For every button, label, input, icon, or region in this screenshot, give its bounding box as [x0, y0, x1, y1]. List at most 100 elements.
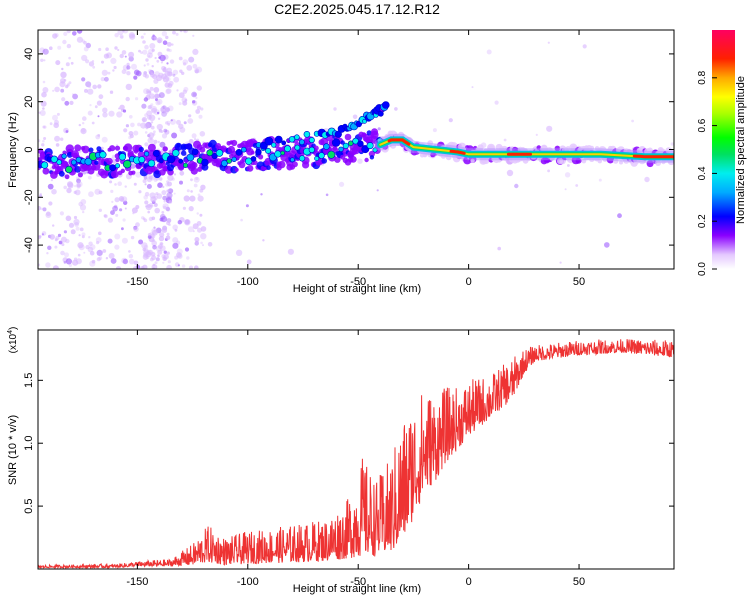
spectrogram-band — [234, 167, 239, 172]
spectrogram-speckle — [121, 69, 127, 75]
spectrogram-speckle — [160, 130, 164, 134]
spectrogram-xtick-label: -150 — [126, 276, 148, 288]
spectrogram-speckle — [110, 258, 117, 264]
spectrogram-speckle — [135, 70, 142, 77]
spectrogram-speckle — [598, 178, 602, 182]
spectrogram-speckle — [85, 81, 92, 88]
spectrogram-speckle — [112, 205, 118, 212]
spectrogram-speckle — [88, 241, 93, 246]
spectrogram-speckle — [41, 143, 45, 147]
spectrogram-speckle — [125, 96, 130, 102]
spectrogram-speckle — [192, 63, 198, 69]
spectrogram-speckle — [104, 214, 108, 219]
spectrogram-speckle — [165, 206, 170, 212]
spectrogram-speckle — [39, 192, 42, 196]
spectrogram-speckle — [163, 205, 167, 209]
spectrogram-speckle — [40, 100, 47, 107]
spectrogram-speckle — [97, 115, 100, 118]
spectrogram-speckle — [78, 234, 81, 237]
spectrogram-speckle — [147, 235, 152, 239]
spectrogram-band — [178, 164, 185, 171]
spectrogram-xtick-label: -100 — [237, 276, 259, 288]
spectrogram-band — [138, 146, 144, 152]
spectrogram-speckle — [142, 40, 146, 44]
spectrogram-speckle — [165, 235, 171, 241]
spectrogram-speckle — [165, 88, 171, 95]
spectrogram-speckle — [155, 192, 159, 196]
spectrogram-speckle — [245, 204, 249, 208]
spectrogram-speckle — [157, 182, 163, 188]
spectrogram-speckle — [189, 265, 193, 269]
spectrogram-speckle — [60, 88, 65, 93]
spectrogram-speckle — [155, 257, 160, 262]
spectrogram-speckle — [128, 254, 134, 259]
spectrogram-speckle — [152, 245, 157, 250]
snr-xtick-label: -150 — [126, 576, 148, 588]
spectrogram-speckle — [98, 208, 103, 212]
spectrogram-speckle — [46, 211, 51, 216]
spectrogram-band — [370, 128, 379, 136]
spectrogram-speckle — [182, 89, 188, 94]
spectrogram-speckle — [160, 213, 166, 220]
spectrogram-blob — [84, 157, 93, 166]
spectrogram-speckle — [143, 32, 146, 36]
spectrogram-branch-blob — [264, 136, 274, 146]
spectrogram-blob — [65, 165, 73, 174]
spectrogram-speckle — [107, 238, 113, 244]
spectrogram-speckle — [146, 204, 151, 208]
spectrogram-speckle — [50, 179, 54, 182]
spectrogram-speckle — [182, 100, 188, 106]
snr-xlabel: Height of straight line (km) — [293, 583, 421, 595]
spectrogram-speckle — [670, 142, 674, 146]
spectrogram-blob — [331, 138, 341, 147]
spectrogram-speckle — [138, 190, 142, 194]
spectrogram-speckle — [166, 180, 170, 184]
spectrogram-speckle — [192, 34, 195, 37]
spectrogram-speckle — [140, 35, 144, 39]
spectrogram-band — [131, 170, 136, 175]
spectrogram-speckle — [170, 119, 173, 122]
spectrogram-speckle — [179, 180, 183, 185]
spectrogram-speckle — [68, 81, 72, 85]
spectrogram-blob — [338, 146, 344, 153]
spectrogram-speckle — [644, 176, 650, 183]
spectrogram-speckle — [197, 193, 201, 197]
spectrogram-blob — [172, 149, 180, 157]
spectrogram-speckle — [325, 193, 329, 197]
spectrogram-speckle — [151, 48, 155, 52]
spectrogram-speckle — [65, 130, 69, 133]
spectrogram-speckle — [161, 108, 167, 114]
spectrogram-speckle — [564, 188, 567, 191]
spectrogram-branch-blob — [303, 131, 311, 138]
spectrogram-speckle — [128, 250, 131, 253]
spectrogram-speckle — [102, 249, 107, 253]
spectrogram-speckle — [130, 235, 135, 240]
spectrogram-blob — [274, 150, 282, 158]
spectrogram-speckle — [146, 62, 150, 66]
spectrogram-speckle — [182, 59, 189, 65]
spectrogram-xtick-label: 50 — [573, 276, 585, 288]
spectrogram-speckle — [38, 111, 41, 114]
spectrogram-blob — [255, 149, 262, 156]
spectrogram-band — [231, 139, 238, 147]
spectrogram-speckle — [352, 114, 358, 120]
spectrogram-speckle — [82, 116, 87, 121]
spectrogram-speckle — [194, 240, 200, 245]
spectrogram-speckle — [132, 212, 135, 215]
spectrogram-speckle — [49, 122, 53, 126]
spectrogram-speckle — [575, 184, 579, 187]
spectrogram-blob — [178, 158, 184, 164]
spectrogram-speckle — [129, 134, 134, 139]
spectrogram-speckle — [157, 117, 161, 121]
spectrogram-speckle — [582, 44, 587, 49]
spectrogram-speckle — [142, 179, 147, 184]
spectrogram-speckle — [166, 42, 172, 47]
spectrogram-speckle — [68, 56, 71, 60]
spectrogram-speckle — [157, 254, 160, 258]
spectrogram-speckle — [176, 89, 179, 92]
spectrogram-xtick-label: 0 — [466, 276, 472, 288]
spectrogram-branch-blob — [298, 139, 305, 145]
spectrogram-speckle — [153, 36, 158, 41]
spectrogram-speckle — [63, 31, 68, 36]
